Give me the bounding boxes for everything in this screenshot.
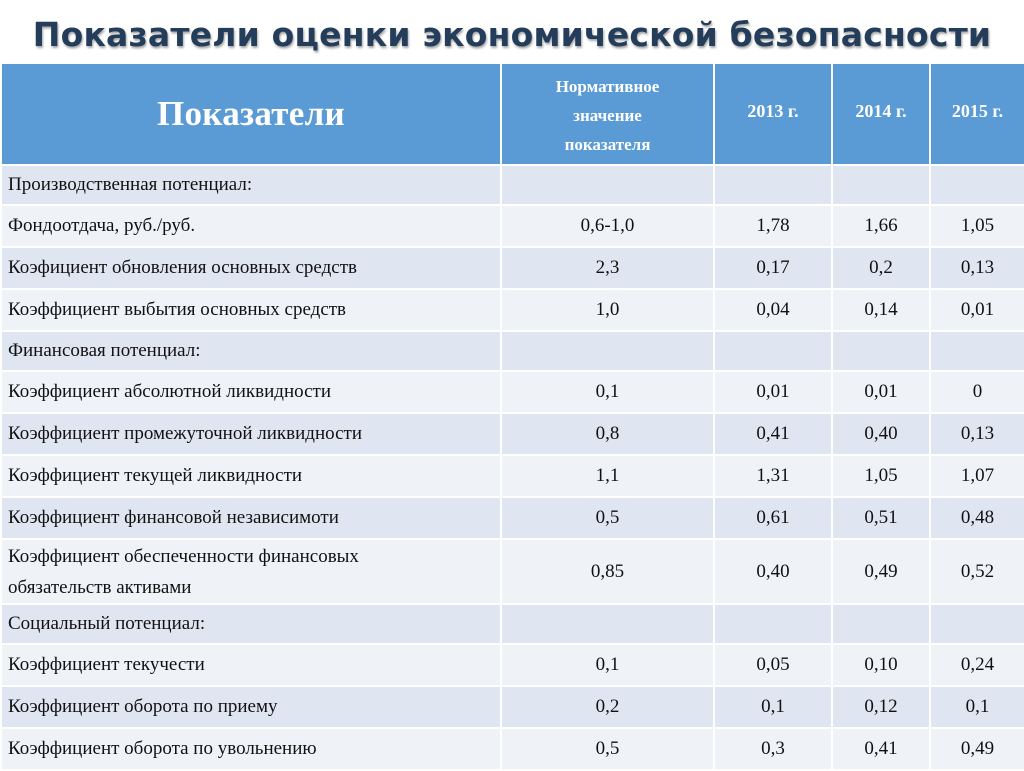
value-2013: 0,17	[713, 247, 833, 290]
value-2013: 1,78	[713, 205, 833, 248]
value-2015: 0,49	[929, 728, 1024, 771]
header-norm: Нормативное значение показателя	[500, 64, 715, 166]
header-2015: 2015 г.	[929, 64, 1024, 166]
value-2014	[831, 331, 931, 372]
indicator-name: Фондоотдача, руб./руб.	[0, 205, 502, 248]
table-section-row: Социальный потенциал:	[0, 604, 1024, 645]
value-2013: 0,04	[713, 289, 833, 332]
norm-value	[500, 331, 715, 372]
value-2015: 0,52	[929, 539, 1024, 605]
value-2015: 0,24	[929, 644, 1024, 687]
value-2013: 0,41	[713, 413, 833, 456]
value-2013	[713, 331, 833, 372]
norm-value: 0,8	[500, 413, 715, 456]
value-2014: 0,12	[831, 686, 931, 729]
norm-value	[500, 604, 715, 645]
table-row: Коэффициент финансовой независимоти 0,5 …	[0, 497, 1024, 540]
indicator-name: Коэфициент обновления основных средств	[0, 247, 502, 290]
indicator-name: Финансовая потенциал:	[0, 331, 502, 372]
value-2014: 0,40	[831, 413, 931, 456]
value-2015: 1,07	[929, 455, 1024, 498]
value-2013: 0,40	[713, 539, 833, 605]
table-section-row: Производственная потенциал:	[0, 165, 1024, 206]
indicator-name-line: обязательств активами	[8, 576, 192, 598]
header-norm-line: показателя	[564, 134, 651, 154]
value-2015: 0	[929, 371, 1024, 414]
value-2013: 0,3	[713, 728, 833, 771]
indicator-name-line: Коэффициент обеспеченности финансовых	[8, 545, 359, 567]
table-row: Коэффициент обеспеченности финансовых об…	[0, 539, 1024, 605]
value-2014: 0,10	[831, 644, 931, 687]
value-2015	[929, 604, 1024, 645]
value-2014: 0,41	[831, 728, 931, 771]
header-norm-line: значение	[573, 105, 642, 125]
norm-value: 2,3	[500, 247, 715, 290]
value-2015: 0,13	[929, 247, 1024, 290]
value-2014: 0,49	[831, 539, 931, 605]
value-2015: 1,05	[929, 205, 1024, 248]
value-2015: 0,13	[929, 413, 1024, 456]
table-row: Коэффициент текучести 0,1 0,05 0,10 0,24	[0, 644, 1024, 687]
indicators-table: Показатели Нормативное значение показате…	[0, 64, 1024, 771]
indicator-name: Коэффициент текучести	[0, 644, 502, 687]
header-indicator: Показатели	[0, 64, 502, 166]
indicator-name: Коэффициент обеспеченности финансовых об…	[0, 539, 502, 605]
value-2013	[713, 165, 833, 206]
table-row: Коэфициент обновления основных средств 2…	[0, 247, 1024, 290]
table-row: Коэффициент выбытия основных средств 1,0…	[0, 289, 1024, 332]
value-2013: 0,61	[713, 497, 833, 540]
table-header-row: Показатели Нормативное значение показате…	[0, 64, 1024, 166]
norm-value: 0,2	[500, 686, 715, 729]
norm-value	[500, 165, 715, 206]
value-2015: 0,01	[929, 289, 1024, 332]
header-norm-line: Нормативное	[555, 76, 660, 96]
value-2015: 0,1	[929, 686, 1024, 729]
value-2014: 0,14	[831, 289, 931, 332]
indicator-name: Коэффициент текущей ликвидности	[0, 455, 502, 498]
table-row: Коэффициент оборота по приему 0,2 0,1 0,…	[0, 686, 1024, 729]
norm-value: 1,0	[500, 289, 715, 332]
table-row: Коэффициент текущей ликвидности 1,1 1,31…	[0, 455, 1024, 498]
table-section-row: Финансовая потенциал:	[0, 331, 1024, 372]
table-row: Коэффициент промежуточной ликвидности 0,…	[0, 413, 1024, 456]
indicator-name: Коэффициент оборота по приему	[0, 686, 502, 729]
indicator-name: Коэффициент оборота по увольнению	[0, 728, 502, 771]
norm-value: 0,5	[500, 728, 715, 771]
value-2014: 0,2	[831, 247, 931, 290]
indicator-name: Коэффициент выбытия основных средств	[0, 289, 502, 332]
table-row: Фондоотдача, руб./руб. 0,6-1,0 1,78 1,66…	[0, 205, 1024, 248]
value-2014: 0,01	[831, 371, 931, 414]
value-2013	[713, 604, 833, 645]
value-2015	[929, 331, 1024, 372]
value-2014: 1,66	[831, 205, 931, 248]
indicator-name: Социальный потенциал:	[0, 604, 502, 645]
header-2013: 2013 г.	[713, 64, 833, 166]
indicator-name: Коэффициент промежуточной ликвидности	[0, 413, 502, 456]
value-2014	[831, 604, 931, 645]
value-2015: 0,48	[929, 497, 1024, 540]
value-2014: 0,51	[831, 497, 931, 540]
value-2014	[831, 165, 931, 206]
header-2014: 2014 г.	[831, 64, 931, 166]
table-row: Коэффициент оборота по увольнению 0,5 0,…	[0, 728, 1024, 771]
norm-value: 0,6-1,0	[500, 205, 715, 248]
table-row: Коэффициент абсолютной ликвидности 0,1 0…	[0, 371, 1024, 414]
value-2014: 1,05	[831, 455, 931, 498]
value-2013: 0,05	[713, 644, 833, 687]
indicator-name: Коэффициент абсолютной ликвидности	[0, 371, 502, 414]
indicator-name: Производственная потенциал:	[0, 165, 502, 206]
norm-value: 0,1	[500, 371, 715, 414]
norm-value: 0,1	[500, 644, 715, 687]
norm-value: 0,85	[500, 539, 715, 605]
value-2013: 0,1	[713, 686, 833, 729]
indicator-name: Коэффициент финансовой независимоти	[0, 497, 502, 540]
page-title: Показатели оценки экономической безопасн…	[32, 15, 992, 54]
value-2013: 0,01	[713, 371, 833, 414]
value-2015	[929, 165, 1024, 206]
value-2013: 1,31	[713, 455, 833, 498]
norm-value: 1,1	[500, 455, 715, 498]
norm-value: 0,5	[500, 497, 715, 540]
